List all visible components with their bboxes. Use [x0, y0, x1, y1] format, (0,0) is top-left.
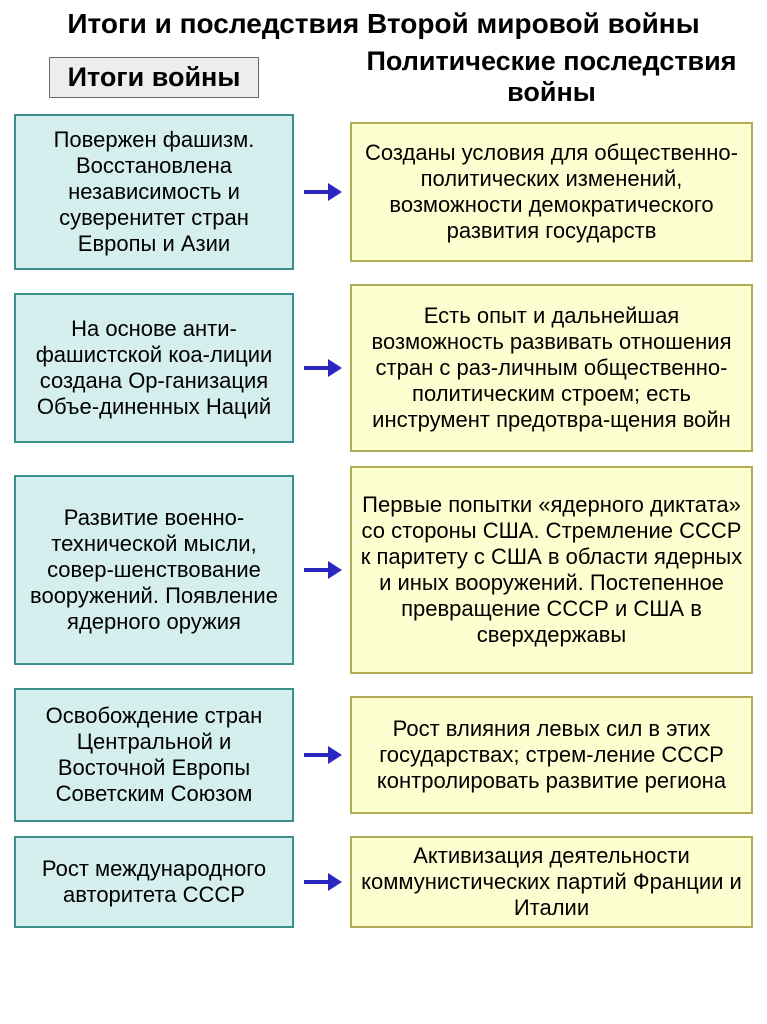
consequence-box: Есть опыт и дальнейшая возможность разви…	[350, 284, 753, 452]
pair-row: Освобождение стран Центральной и Восточн…	[14, 688, 753, 822]
consequence-box: Рост влияния левых сил в этих государств…	[350, 696, 753, 814]
consequence-box: Созданы условия для общественно-политиче…	[350, 122, 753, 262]
outcome-box: Развитие военно-технической мысли, совер…	[14, 475, 294, 665]
arrow-right-icon	[302, 185, 342, 199]
arrow-right-icon	[302, 748, 342, 762]
page-title: Итоги и последствия Второй мировой войны	[0, 0, 767, 46]
arrow-right-icon	[302, 361, 342, 375]
arrow-right-icon	[302, 875, 342, 889]
outcome-box: Рост международного авторитета СССР	[14, 836, 294, 928]
pair-row: На основе анти-фашистской коа-лиции созд…	[14, 284, 753, 452]
arrow-cell	[294, 563, 350, 577]
outcome-box: Повержен фашизм. Восстановлена независим…	[14, 114, 294, 270]
header-left: Итоги войны	[49, 57, 260, 98]
outcome-box: На основе анти-фашистской коа-лиции созд…	[14, 293, 294, 443]
pair-row: Развитие военно-технической мысли, совер…	[14, 466, 753, 674]
header-right: Политические последствия войны	[350, 46, 753, 108]
rows-container: Повержен фашизм. Восстановлена независим…	[0, 112, 767, 938]
consequence-box: Активизация деятельности коммунистически…	[350, 836, 753, 928]
arrow-right-icon	[302, 563, 342, 577]
outcome-box: Освобождение стран Центральной и Восточн…	[14, 688, 294, 822]
arrow-cell	[294, 748, 350, 762]
consequence-box: Первые попытки «ядерного диктата» со сто…	[350, 466, 753, 674]
pair-row: Повержен фашизм. Восстановлена независим…	[14, 114, 753, 270]
arrow-cell	[294, 185, 350, 199]
arrow-cell	[294, 875, 350, 889]
pair-row: Рост международного авторитета СССР Актив…	[14, 836, 753, 928]
column-headers: Итоги войны Политические последствия вой…	[0, 46, 767, 112]
arrow-cell	[294, 361, 350, 375]
